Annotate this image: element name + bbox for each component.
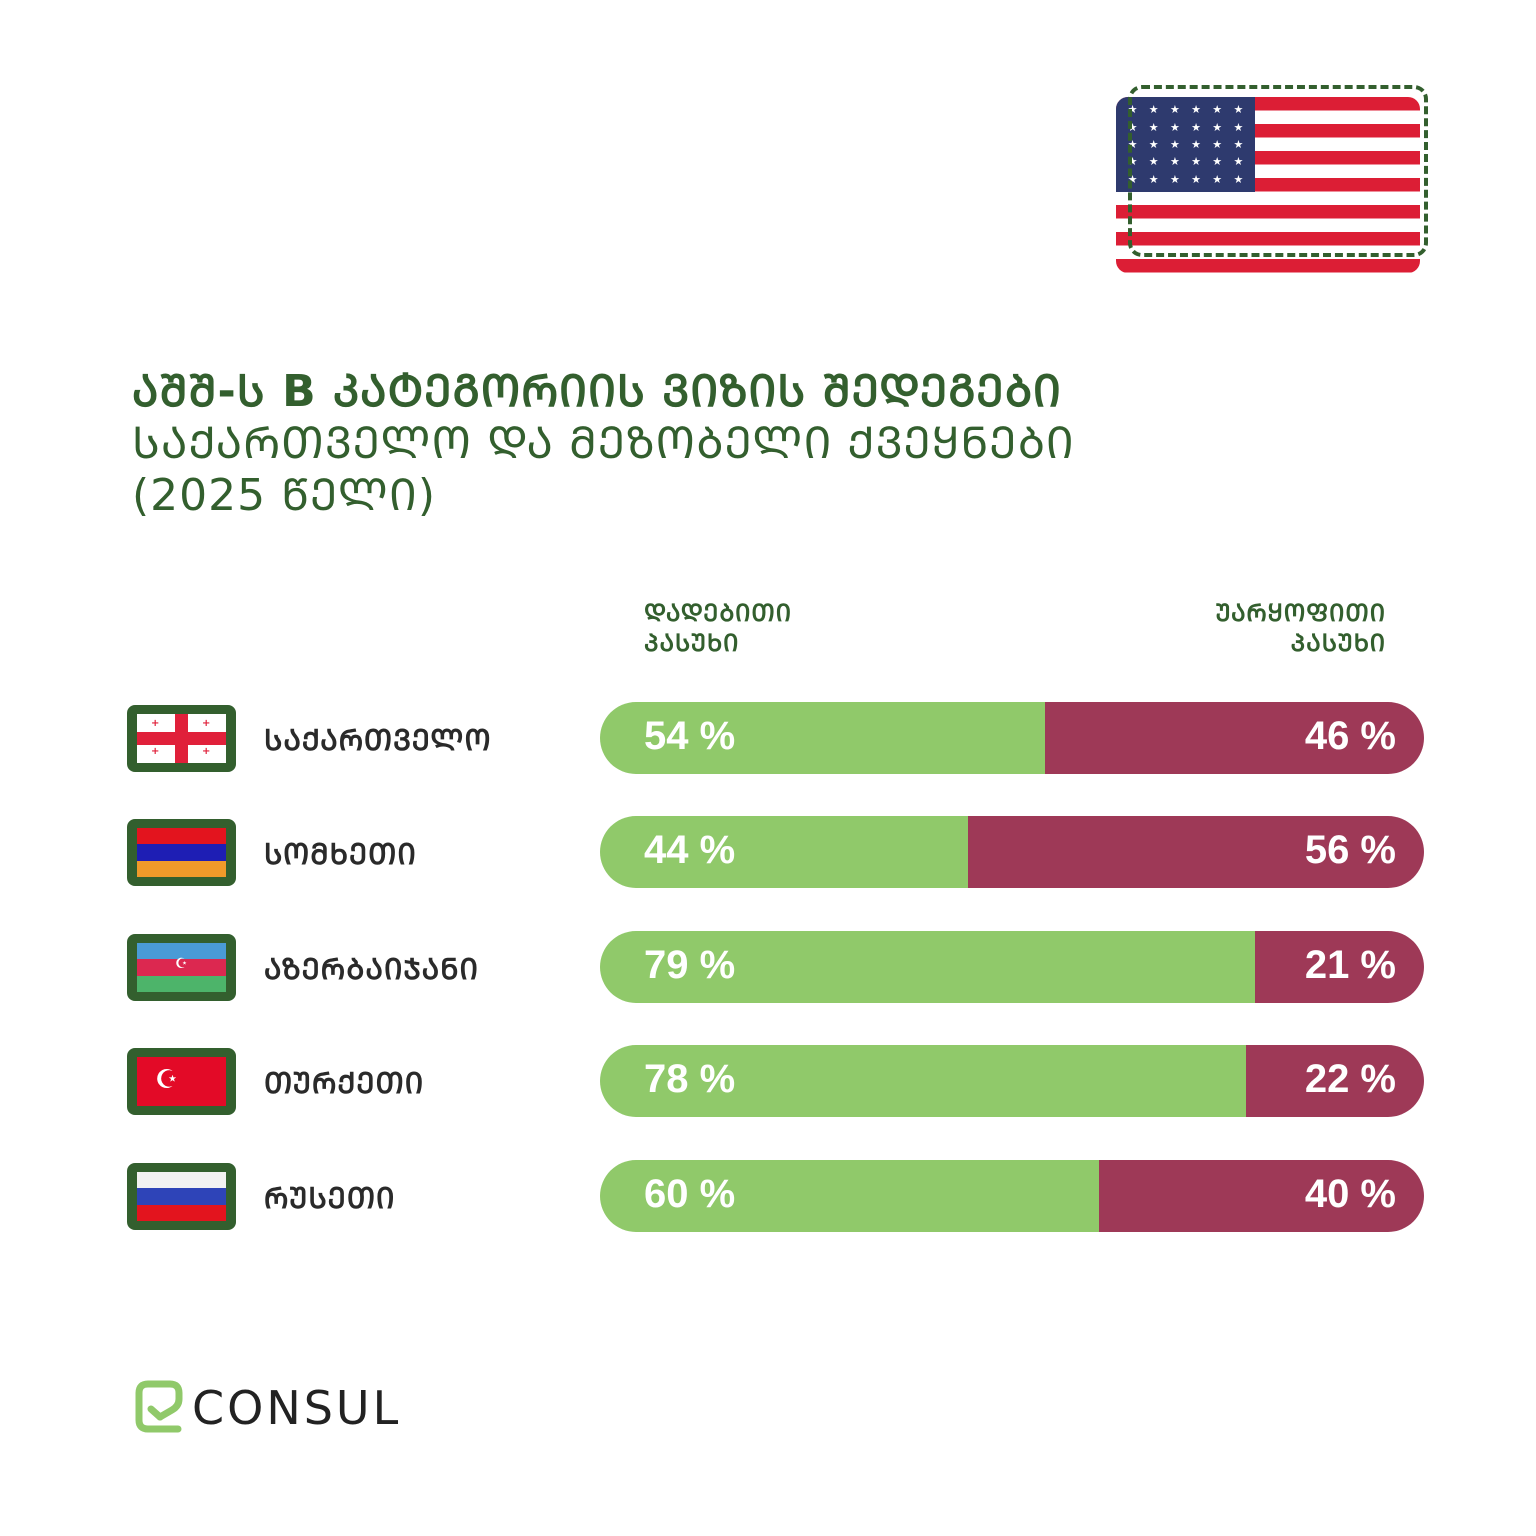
negative-value: 46 % — [1304, 714, 1396, 758]
russia-flag-icon — [127, 1163, 236, 1230]
title-line-3: (2025 ᲬᲔᲚᲘ) — [132, 470, 437, 521]
country-label: ᲠᲣᲡᲔᲗᲘ — [264, 1181, 396, 1215]
azerbaijan-flag-icon: ☪ — [127, 934, 236, 1001]
logo-text: CONSUL — [192, 1381, 402, 1435]
armenia-flag-icon — [127, 819, 236, 886]
country-label: ᲡᲐᲥᲐᲠᲗᲕᲔᲚᲝ — [264, 723, 492, 757]
title-line-2: ᲡᲐᲥᲐᲠᲗᲕᲔᲚᲝ ᲓᲐ ᲛᲔᲖᲝᲑᲔᲚᲘ ᲥᲕᲔᲧᲜᲔᲑᲘ — [132, 418, 1075, 469]
positive-header-line1: ᲓᲐᲓᲔᲑᲘᲗᲘ — [644, 599, 793, 627]
positive-header-line2: ᲞᲐᲡᲣᲮᲘ — [644, 629, 740, 657]
chart-row-azerbaijan: ☪ ᲐᲖᲔᲠᲑᲐᲘᲯᲐᲜᲘ 79 % 21 % — [0, 931, 1536, 1003]
positive-column-header: ᲓᲐᲓᲔᲑᲘᲗᲘ ᲞᲐᲡᲣᲮᲘ — [644, 598, 792, 658]
chart-row-russia: ᲠᲣᲡᲔᲗᲘ 60 % 40 % — [0, 1160, 1536, 1232]
negative-value: 40 % — [1304, 1172, 1396, 1216]
negative-value: 21 % — [1304, 943, 1396, 987]
negative-segment: 40 % — [1098, 1160, 1424, 1232]
positive-segment: 78 % — [600, 1045, 1247, 1117]
negative-header-line1: ᲣᲐᲠᲧᲝᲤᲘᲗᲘ — [1215, 599, 1386, 627]
positive-segment: 54 % — [600, 702, 1045, 774]
stacked-bar: 54 % 46 % — [600, 702, 1424, 774]
country-label: ᲐᲖᲔᲠᲑᲐᲘᲯᲐᲜᲘ — [264, 952, 479, 986]
negative-column-header: ᲣᲐᲠᲧᲝᲤᲘᲗᲘ ᲞᲐᲡᲣᲮᲘ — [1216, 598, 1386, 658]
negative-segment: 21 % — [1255, 931, 1424, 1003]
consul-logo: CONSUL — [134, 1378, 401, 1438]
negative-header-line2: ᲞᲐᲡᲣᲮᲘ — [1290, 629, 1386, 657]
us-flag-icon: ★ ★ ★ ★ ★ ★ ★ ★ ★ ★ ★ ★ ★ ★ ★ ★ ★ ★ ★ ★ ★ ★ ★ ★ ★ ★ ★ ★ ★ ★ — [1116, 85, 1430, 275]
chart-row-turkey: ☪ ᲗᲣᲠᲥᲔᲗᲘ 78 % 22 % — [0, 1045, 1536, 1117]
e-checkmark-logo-icon — [135, 1380, 183, 1433]
positive-segment: 60 % — [600, 1160, 1099, 1232]
turkey-flag-icon: ☪ — [127, 1048, 236, 1115]
negative-value: 56 % — [1304, 828, 1396, 872]
stacked-bar: 60 % 40 % — [600, 1160, 1424, 1232]
negative-segment: 56 % — [968, 816, 1424, 888]
country-label: ᲗᲣᲠᲥᲔᲗᲘ — [264, 1066, 425, 1100]
chart-row-armenia: ᲡᲝᲛᲮᲔᲗᲘ 44 % 56 % — [0, 816, 1536, 888]
us-flag-stripes: ★ ★ ★ ★ ★ ★ ★ ★ ★ ★ ★ ★ ★ ★ ★ ★ ★ ★ ★ ★ ★ ★ ★ ★ ★ ★ ★ ★ ★ ★ — [1116, 97, 1420, 273]
stacked-bar: 79 % 21 % — [600, 931, 1424, 1003]
chart-row-georgia: + + + + ᲡᲐᲥᲐᲠᲗᲕᲔᲚᲝ 54 % 46 % — [0, 702, 1536, 774]
chart-title: ᲐᲨᲨ-Ს B ᲙᲐᲢᲔᲒᲝᲠᲘᲘᲡ ᲕᲘᲖᲘᲡ ᲨᲔᲓᲔᲒᲔᲑᲘ ᲡᲐᲥᲐᲠᲗ… — [132, 366, 1075, 522]
stacked-bar: 78 % 22 % — [600, 1045, 1424, 1117]
us-flag-canton: ★ ★ ★ ★ ★ ★ ★ ★ ★ ★ ★ ★ ★ ★ ★ ★ ★ ★ ★ ★ ★ ★ ★ ★ ★ ★ ★ ★ ★ ★ — [1116, 97, 1255, 192]
positive-value: 79 % — [644, 943, 736, 987]
negative-segment: 46 % — [1044, 702, 1424, 774]
title-line-1: ᲐᲨᲨ-Ს B ᲙᲐᲢᲔᲒᲝᲠᲘᲘᲡ ᲕᲘᲖᲘᲡ ᲨᲔᲓᲔᲒᲔᲑᲘ — [132, 366, 1062, 417]
negative-value: 22 % — [1304, 1057, 1396, 1101]
positive-value: 44 % — [644, 828, 736, 872]
georgia-flag-icon: + + + + — [127, 705, 236, 772]
positive-segment: 79 % — [600, 931, 1256, 1003]
positive-value: 54 % — [644, 714, 736, 758]
dashed-frame — [1128, 85, 1428, 257]
country-label: ᲡᲝᲛᲮᲔᲗᲘ — [264, 837, 417, 871]
positive-value: 60 % — [644, 1172, 736, 1216]
negative-segment: 22 % — [1246, 1045, 1424, 1117]
positive-value: 78 % — [644, 1057, 736, 1101]
stacked-bar: 44 % 56 % — [600, 816, 1424, 888]
positive-segment: 44 % — [600, 816, 969, 888]
